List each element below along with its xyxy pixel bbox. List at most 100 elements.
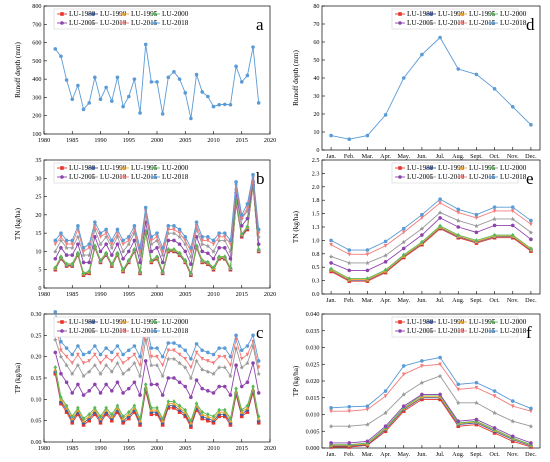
data-point [200,386,204,391]
data-point [143,228,148,234]
data-point [160,112,165,116]
y-tick-label: 2.3 [312,170,320,177]
data-point [70,391,75,395]
y-tick-label: 0.10 [31,396,42,403]
x-tick-label: 1980 [38,291,50,298]
data-point [211,238,216,243]
legend-label: LU-1995 [469,318,496,326]
panel-label: c [256,323,264,342]
data-point [256,414,261,419]
data-point [223,354,227,359]
data-point [177,380,182,385]
legend-marker [153,175,157,179]
data-point [166,399,171,404]
data-point [239,213,244,217]
data-point [155,405,159,411]
data-point [206,259,210,265]
x-tick-label: Feb. [344,297,355,304]
data-point [194,408,199,412]
y-tick-label: 0.15 [31,375,42,382]
data-point [245,360,250,366]
data-point [166,406,171,410]
data-point [115,242,120,246]
data-point [256,391,261,395]
data-point [234,64,238,69]
x-tick-label: 2005 [179,291,191,298]
data-point [93,352,97,357]
x-tick-label: Oct. [489,297,500,304]
legend-marker [491,329,495,333]
data-point [75,362,81,368]
data-point [104,382,108,387]
data-point [329,441,333,445]
data-point [172,227,176,232]
data-point [183,91,188,95]
legend-marker [90,20,96,26]
data-point [149,258,154,263]
data-point [200,409,204,415]
data-point [87,359,91,364]
data-point [510,404,515,409]
y-axis-label: TN (kg/ha) [14,207,22,240]
data-point [245,205,250,210]
data-point [160,252,165,258]
data-point [93,220,97,224]
data-point [138,268,142,274]
data-point [126,348,131,353]
x-tick-label: Aug. [452,153,465,160]
y-tick-label: 1.3 [312,224,320,231]
series-line-lu-1980 [331,398,532,448]
data-point [239,224,244,228]
data-point [383,410,388,416]
legend-label: LU-2000 [500,10,527,18]
data-point [456,207,461,212]
y-tick-label: 5 [38,267,41,274]
data-point [104,231,108,236]
data-point [81,393,86,397]
data-point [149,346,154,350]
data-point [217,231,221,235]
data-point [172,70,176,74]
legend-marker [122,11,126,16]
y-tick-label: 0.0 [312,291,320,298]
x-tick-label: 2005 [179,137,191,144]
legend-marker [122,165,126,170]
data-point [239,80,244,84]
data-point [510,434,515,439]
series-line-lu-2010 [331,375,532,427]
y-tick-label: 0.030 [306,345,320,352]
data-point [115,380,120,385]
panel-c: 0.00 0.05 0.10 0.15 0.20 0.25 0.30 1980 1985 1990… [14,310,276,452]
data-point [200,241,205,247]
legend-label: LU-2015 [469,173,496,181]
y-axis-label: TP (kg/ha) [14,362,22,393]
data-point [228,242,233,247]
data-point [383,267,388,273]
data-point [70,238,75,243]
data-point [92,362,98,368]
legend-label: LU-2010 [438,327,465,335]
data-point [177,242,182,246]
legend-marker [398,12,402,16]
legend: LU-1980 LU-1990 LU-1995 LU-2000 LU-2005 LU-20… [391,162,527,184]
data-point [160,416,165,421]
x-tick-label: Jun. [417,297,428,304]
legend-marker [60,166,64,170]
x-tick-label: 2015 [236,137,248,144]
data-point [76,382,80,387]
data-point [75,234,81,239]
data-point [217,245,221,250]
legend-box [53,162,181,184]
y-tick-label: 30 [313,93,319,100]
legend-marker [460,329,464,334]
panel-label: d [526,15,535,34]
legend-label: LU-2018 [162,173,189,181]
legend-label: LU-1990 [100,318,127,326]
data-point [438,216,442,220]
data-point [64,78,69,82]
data-point [110,350,114,355]
data-point [166,356,171,361]
data-point [206,350,210,355]
legend-marker [460,175,464,180]
data-point [383,389,388,393]
